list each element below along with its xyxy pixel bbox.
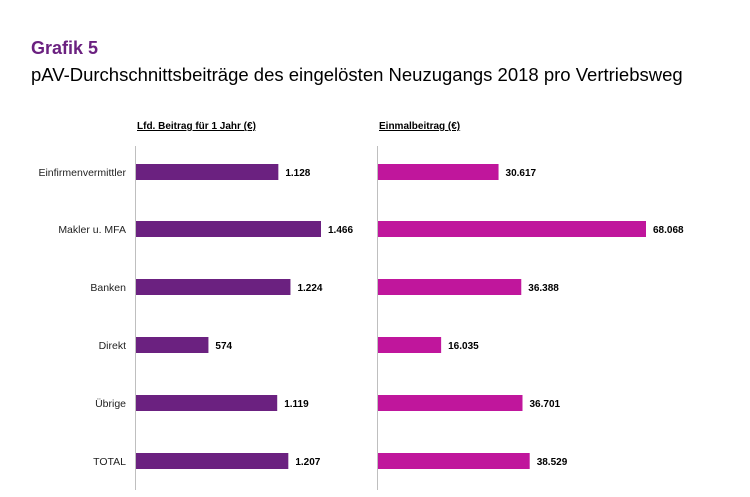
data-label: 1.207: [295, 457, 320, 468]
bar: [378, 337, 442, 353]
category-label: Direkt: [99, 340, 127, 352]
bar: [378, 453, 530, 469]
bar: [136, 164, 279, 180]
panel-title-single-premium: Einmalbeitrag (€): [379, 121, 461, 132]
bar: [136, 221, 321, 237]
bar: [378, 279, 522, 295]
data-label: 1.466: [328, 225, 353, 236]
bar: [378, 221, 646, 237]
category-label: TOTAL: [93, 456, 126, 468]
bar: [378, 395, 523, 411]
data-label: 1.128: [285, 168, 310, 179]
data-label: 36.701: [530, 399, 561, 410]
chart-title: pAV-Durchschnittsbeiträge des eingelöste…: [31, 64, 683, 85]
bar: [136, 337, 209, 353]
bar: [378, 164, 499, 180]
category-label: Makler u. MFA: [58, 224, 126, 236]
data-label: 68.068: [653, 225, 684, 236]
bar: [136, 395, 278, 411]
data-label: 30.617: [506, 168, 537, 179]
data-label: 1.119: [284, 399, 309, 410]
data-label: 38.529: [537, 457, 568, 468]
category-label: Banken: [90, 282, 126, 294]
category-label: Übrige: [95, 398, 126, 410]
chart-number-label: Grafik 5: [31, 38, 99, 58]
bar: [136, 279, 291, 295]
data-label: 574: [215, 341, 232, 352]
category-label: Einfirmenvermittler: [38, 167, 126, 179]
data-label: 16.035: [448, 341, 479, 352]
data-label: 36.388: [528, 283, 559, 294]
data-label: 1.224: [297, 283, 322, 294]
panel-title-running-premium: Lfd. Beitrag für 1 Jahr (€): [137, 121, 256, 132]
bar: [136, 453, 289, 469]
